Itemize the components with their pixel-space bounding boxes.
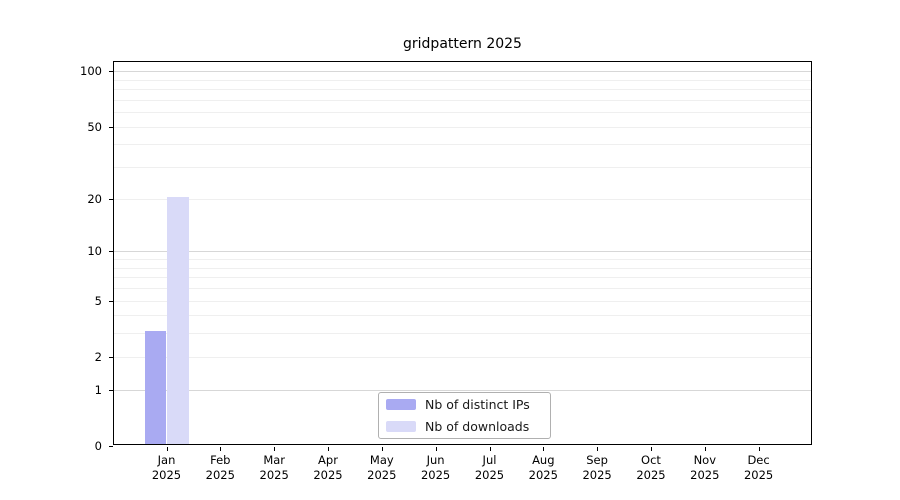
x-tick-month: Sep	[586, 453, 608, 467]
y-tick-label: 100	[80, 64, 102, 79]
plot-area	[113, 61, 812, 445]
legend-label-downloads: Nb of downloads	[425, 419, 530, 434]
gridline-minor	[114, 287, 811, 289]
y-tick-mark	[109, 198, 113, 200]
gridline-major	[114, 251, 811, 253]
gridline-minor	[114, 112, 811, 114]
gridline-minor	[114, 144, 811, 146]
x-tick-label: Sep 2025	[569, 453, 625, 483]
x-tick-month: Jan	[157, 453, 176, 467]
x-tick-label: Mar 2025	[246, 453, 302, 483]
x-tick-year: 2025	[528, 468, 558, 482]
x-tick-label: Aug 2025	[515, 453, 571, 483]
x-tick-label: Jan 2025	[139, 453, 195, 483]
x-tick-year: 2025	[690, 468, 720, 482]
x-tick-label: Feb 2025	[192, 453, 248, 483]
x-tick-month: Jun	[426, 453, 445, 467]
x-tick-mark	[651, 447, 652, 451]
x-tick-label: Oct 2025	[623, 453, 679, 483]
gridline-minor	[114, 89, 811, 90]
x-tick-label: Dec 2025	[731, 453, 787, 483]
x-tick-mark	[489, 447, 491, 451]
gridline-minor	[114, 315, 811, 317]
x-tick-year: 2025	[420, 468, 451, 482]
x-tick-month: Dec	[747, 453, 770, 467]
y-tick-label: 1	[94, 382, 102, 397]
x-tick-mark	[758, 447, 760, 451]
gridline-minor	[114, 79, 811, 81]
gridline-minor	[114, 300, 811, 302]
y-tick-mark	[109, 389, 113, 391]
legend-swatch-distinct-ips	[386, 399, 416, 410]
x-tick-year: 2025	[367, 468, 397, 482]
gridline-minor	[114, 277, 811, 279]
x-tick-mark	[597, 447, 599, 451]
y-tick-mark	[109, 300, 113, 302]
y-tick-mark	[109, 126, 113, 128]
legend-row-downloads: Nb of downloads	[386, 420, 542, 433]
x-tick-label: May 2025	[354, 453, 410, 483]
y-tick-label: 20	[87, 191, 102, 206]
x-tick-month: Nov	[693, 453, 717, 467]
gridline-minor	[114, 198, 811, 200]
y-tick-label: 5	[94, 293, 102, 308]
legend-swatch-downloads	[386, 421, 416, 432]
legend-row-distinct-ips: Nb of distinct IPs	[386, 398, 542, 411]
y-tick-label: 10	[87, 244, 102, 259]
legend-label-distinct-ips: Nb of distinct IPs	[425, 397, 530, 412]
gridline-minor	[114, 356, 811, 358]
gridline-minor	[114, 167, 811, 169]
x-tick-year: 2025	[313, 468, 343, 482]
x-tick-label: Apr 2025	[300, 453, 356, 483]
x-tick-label: Jul 2025	[462, 453, 518, 483]
x-tick-year: 2025	[743, 468, 774, 482]
x-tick-mark	[543, 447, 545, 451]
gridline-minor	[114, 259, 811, 260]
x-tick-mark	[274, 447, 276, 451]
chart-title: gridpattern 2025	[403, 36, 522, 52]
gridline-major	[114, 71, 811, 73]
x-tick-mark	[166, 447, 168, 451]
x-tick-month: Mar	[263, 453, 286, 467]
y-tick-mark	[109, 71, 113, 73]
x-tick-year: 2025	[582, 468, 612, 482]
x-tick-month: Apr	[318, 453, 338, 467]
x-tick-month: Feb	[210, 453, 231, 467]
y-tick-label: 0	[94, 439, 102, 453]
legend: Nb of distinct IPs Nb of downloads	[378, 392, 551, 439]
x-tick-month: May	[369, 453, 394, 467]
x-tick-mark	[328, 447, 329, 451]
y-tick-mark	[109, 356, 113, 358]
x-tick-month: Oct	[641, 453, 661, 467]
x-tick-year: 2025	[259, 468, 289, 482]
bar-nb-of-distinct-ips	[144, 331, 166, 444]
x-tick-month: Aug	[532, 453, 555, 467]
x-tick-label: Jun 2025	[408, 453, 464, 483]
x-tick-year: 2025	[636, 468, 666, 482]
gridline-minor	[114, 99, 811, 101]
x-tick-label: Nov 2025	[677, 453, 733, 483]
x-tick-mark	[220, 447, 222, 451]
gridline-minor	[114, 267, 811, 269]
bar-nb-of-downloads	[167, 196, 189, 444]
gridline-minor	[114, 126, 811, 128]
x-tick-year: 2025	[205, 468, 235, 482]
y-tick-label: 2	[94, 349, 102, 364]
y-tick-label: 50	[87, 119, 102, 134]
x-tick-mark	[435, 447, 437, 451]
x-tick-month: Jul	[482, 453, 497, 467]
x-tick-mark	[381, 447, 383, 451]
x-tick-year: 2025	[474, 468, 505, 482]
y-tick-mark	[109, 251, 113, 253]
x-tick-year: 2025	[151, 468, 182, 482]
x-tick-mark	[704, 447, 706, 451]
gridline-minor	[114, 333, 811, 335]
gridline-major	[114, 389, 811, 391]
y-tick-mark	[109, 446, 113, 447]
